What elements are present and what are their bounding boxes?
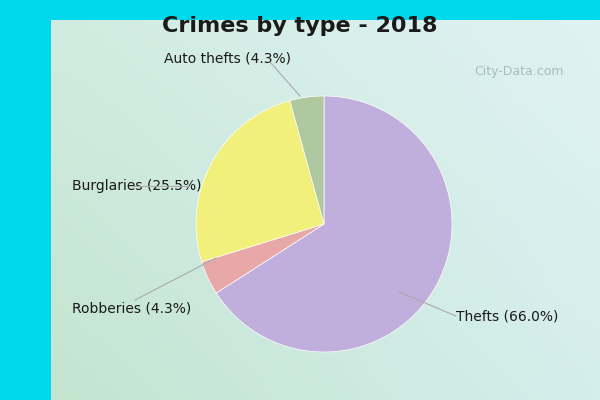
Text: Thefts (66.0%): Thefts (66.0%) bbox=[456, 309, 559, 323]
Wedge shape bbox=[216, 96, 452, 352]
Wedge shape bbox=[202, 224, 324, 293]
Wedge shape bbox=[290, 96, 324, 224]
Text: Burglaries (25.5%): Burglaries (25.5%) bbox=[72, 179, 202, 193]
Text: Crimes by type - 2018: Crimes by type - 2018 bbox=[162, 16, 438, 36]
Wedge shape bbox=[196, 101, 324, 262]
Text: City-Data.com: City-Data.com bbox=[474, 66, 563, 78]
Text: Auto thefts (4.3%): Auto thefts (4.3%) bbox=[164, 51, 292, 65]
Text: Robberies (4.3%): Robberies (4.3%) bbox=[72, 301, 191, 315]
